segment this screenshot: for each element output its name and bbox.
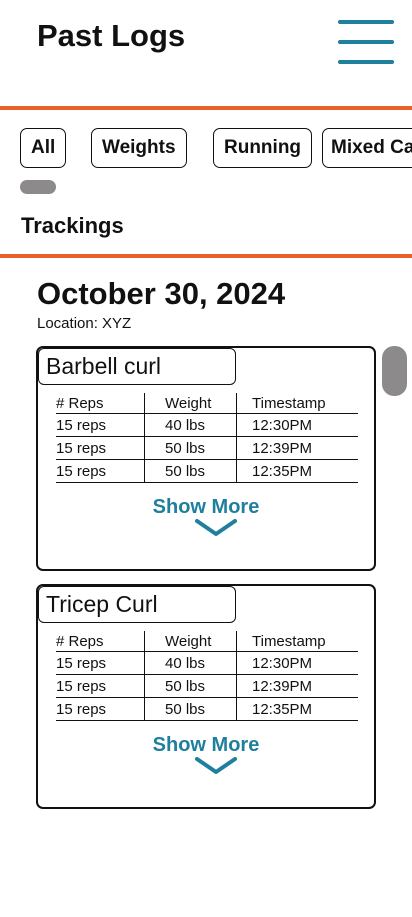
- column-header-reps: # Reps: [56, 394, 104, 412]
- table-row: 15 reps 50 lbs 12:39PM: [56, 674, 358, 698]
- reps-cell: 15 reps: [56, 459, 145, 483]
- exercise-title: Tricep Curl: [38, 586, 236, 623]
- weight-cell: 50 lbs: [144, 436, 237, 460]
- timestamp-cell: 12:35PM: [236, 697, 358, 721]
- log-table: # Reps Weight Timestamp 15 reps 40 lbs 1…: [56, 631, 358, 721]
- chevron-down-icon[interactable]: [194, 756, 238, 776]
- filter-chip-weights[interactable]: Weights: [91, 128, 187, 168]
- reps-cell: 15 reps: [56, 651, 145, 675]
- column-header-timestamp: Timestamp: [236, 631, 358, 652]
- column-header-timestamp: Timestamp: [236, 393, 358, 414]
- vertical-scrollbar[interactable]: [382, 346, 407, 396]
- reps-cell: 15 reps: [56, 674, 145, 698]
- chevron-down-icon[interactable]: [194, 518, 238, 538]
- weight-cell: 40 lbs: [144, 413, 237, 437]
- reps-cell: 15 reps: [56, 413, 145, 437]
- section-title: Trackings: [21, 213, 124, 238]
- reps-cell: 15 reps: [56, 436, 145, 460]
- log-date: October 30, 2024: [37, 276, 286, 311]
- column-header-weight: Weight: [144, 631, 237, 652]
- timestamp-cell: 12:35PM: [236, 459, 358, 483]
- header-divider: [0, 106, 412, 110]
- filter-chip-mixed[interactable]: Mixed Ca: [322, 128, 412, 168]
- section-divider: [0, 254, 412, 258]
- show-more-button[interactable]: Show More: [152, 496, 260, 518]
- hamburger-icon-line: [338, 20, 394, 24]
- table-row: 15 reps 50 lbs 12:35PM: [56, 459, 358, 483]
- weight-cell: 50 lbs: [144, 697, 237, 721]
- exercise-card: Barbell curl # Reps Weight Timestamp 15 …: [36, 346, 376, 571]
- exercise-card: Tricep Curl # Reps Weight Timestamp 15 r…: [36, 584, 376, 809]
- column-header-reps: # Reps: [56, 632, 104, 650]
- log-table: # Reps Weight Timestamp 15 reps 40 lbs 1…: [56, 393, 358, 483]
- table-row: 15 reps 50 lbs 12:35PM: [56, 697, 358, 721]
- hamburger-menu-button[interactable]: [336, 18, 394, 68]
- hamburger-icon-line: [338, 60, 394, 64]
- page-title: Past Logs: [37, 18, 186, 53]
- timestamp-cell: 12:39PM: [236, 436, 358, 460]
- hamburger-icon-line: [338, 40, 394, 44]
- weight-cell: 50 lbs: [144, 459, 237, 483]
- column-header-weight: Weight: [144, 393, 237, 414]
- timestamp-cell: 12:39PM: [236, 674, 358, 698]
- table-row: 15 reps 40 lbs 12:30PM: [56, 413, 358, 437]
- table-row: 15 reps 40 lbs 12:30PM: [56, 651, 358, 675]
- weight-cell: 50 lbs: [144, 674, 237, 698]
- log-location: Location: XYZ: [37, 315, 132, 332]
- show-more-button[interactable]: Show More: [152, 734, 260, 756]
- filter-scrollbar[interactable]: [20, 180, 56, 194]
- filter-chip-all[interactable]: All: [20, 128, 67, 168]
- timestamp-cell: 12:30PM: [236, 651, 358, 675]
- filter-chip-running[interactable]: Running: [213, 128, 313, 168]
- reps-cell: 15 reps: [56, 697, 145, 721]
- timestamp-cell: 12:30PM: [236, 413, 358, 437]
- exercise-title: Barbell curl: [38, 348, 236, 385]
- weight-cell: 40 lbs: [144, 651, 237, 675]
- table-row: 15 reps 50 lbs 12:39PM: [56, 436, 358, 460]
- filter-chip-row[interactable]: All Weights Running Mixed Ca: [0, 128, 412, 174]
